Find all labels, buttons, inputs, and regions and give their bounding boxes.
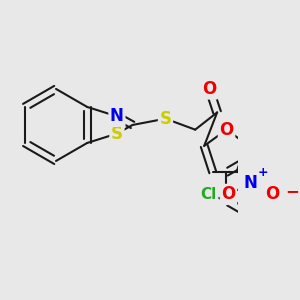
Text: O: O — [221, 185, 236, 203]
Text: Cl: Cl — [201, 187, 217, 202]
Text: O: O — [265, 185, 280, 203]
Text: +: + — [257, 167, 268, 179]
Text: O: O — [219, 121, 234, 139]
Text: N: N — [244, 174, 257, 192]
Text: S: S — [160, 110, 172, 128]
Text: O: O — [202, 80, 216, 98]
Text: −: − — [285, 182, 299, 200]
Text: N: N — [110, 107, 124, 125]
Text: S: S — [111, 124, 123, 142]
